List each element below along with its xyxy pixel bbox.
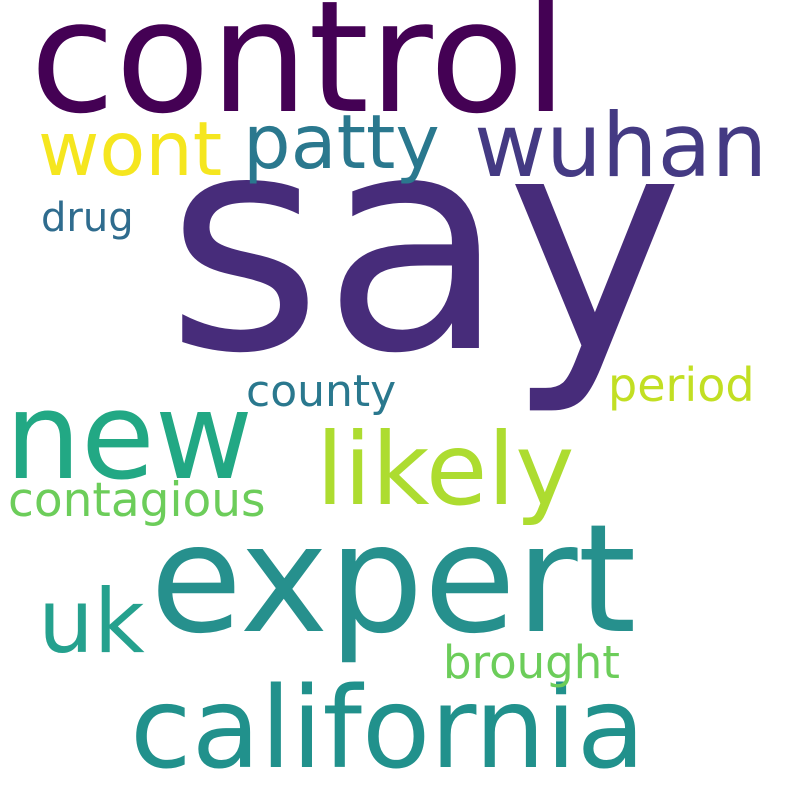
word-county: county [246,366,397,417]
word-california: california [130,664,646,794]
word-contagious: contagious [8,473,266,528]
word-brought: brought [443,636,620,689]
word-say: say [166,70,684,419]
word-period: period [608,358,755,412]
word-patty: patty [243,98,440,186]
word-likely: likely [316,411,575,528]
word-control: control [30,0,568,148]
word-wont: wont [38,105,223,193]
word-uk: uk [38,570,145,673]
word-new: new [5,368,254,507]
word-wuhan: wuhan [474,94,768,197]
word-drug: drug [41,195,134,241]
word-expert: expert [150,493,637,667]
